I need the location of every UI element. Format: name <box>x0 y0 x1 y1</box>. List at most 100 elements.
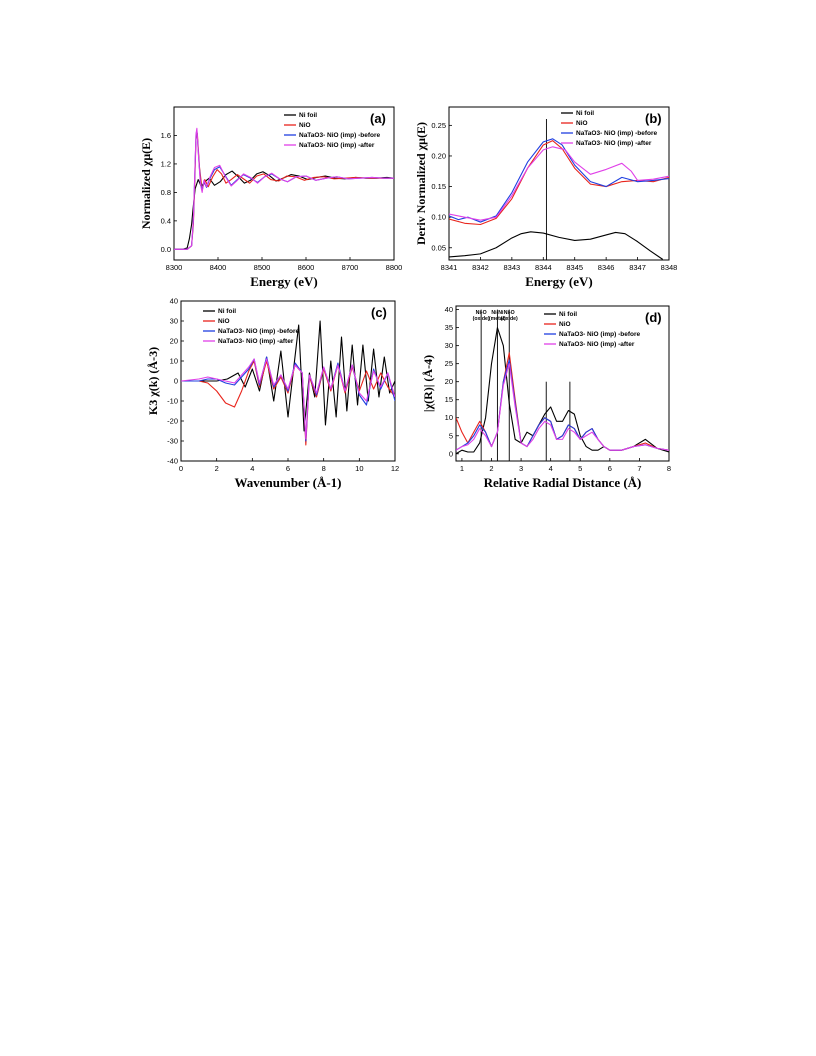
legend-entry: NaTaO3- NiO (imp) -after <box>559 341 635 348</box>
legend-entry: NaTaO3- NiO (imp) -before <box>559 331 641 338</box>
y-tick-label: 0.05 <box>431 243 446 252</box>
x-tick-label: 2 <box>215 464 219 473</box>
legend-entry: NaTaO3- NiO (imp) -before <box>576 130 658 137</box>
series-line-4 <box>181 358 395 440</box>
x-tick-label: 2 <box>489 464 493 473</box>
y-tick-label: 30 <box>170 317 178 326</box>
legend-entry: NaTaO3- NiO (imp) -after <box>576 140 652 147</box>
x-tick-label: 8346 <box>598 263 615 272</box>
bond-annotation-line: (oxide) <box>473 316 490 322</box>
y-tick-label: 30 <box>445 341 453 350</box>
x-tick-label: 8800 <box>386 263 403 272</box>
x-tick-label: 8300 <box>166 263 183 272</box>
panel-label: (a) <box>370 111 386 126</box>
y-tick-label: 10 <box>445 413 453 422</box>
legend-entry: NaTaO3- NiO (imp) -before <box>218 328 300 335</box>
x-tick-label: 1 <box>460 464 464 473</box>
legend-entry: NiO <box>559 321 571 328</box>
panel-b-derivative: 8341 8342 8343 8344 8345 8346 8347 8348 0.05 0.10… <box>414 106 678 289</box>
panel-label: (b) <box>645 111 662 126</box>
panel-a-energy-xanes: 8300 8400 8500 8600 8700 8800 0.0 0.4 0.8 1.2 1.6 N… <box>139 106 403 289</box>
y-tick-label: 0.10 <box>431 213 446 222</box>
x-tick-label: 8345 <box>566 263 583 272</box>
x-axis-label: Wavenumber (Å-1) <box>234 475 341 490</box>
series-line-2 <box>181 360 395 446</box>
series-line-3 <box>456 359 669 451</box>
legend-entry: NiO <box>299 122 311 129</box>
y-axis-label: Normalized χμ(E) <box>139 138 153 229</box>
legend-entry: NaTaO3- NiO (imp) -before <box>299 132 381 139</box>
x-tick-label: 8347 <box>629 263 646 272</box>
x-tick-label: 6 <box>286 464 290 473</box>
y-tick-label: -30 <box>167 437 178 446</box>
y-tick-label: 35 <box>445 323 453 332</box>
series-line-3 <box>449 138 669 223</box>
y-tick-label: 15 <box>445 395 453 404</box>
y-tick-label: 0.0 <box>161 245 171 254</box>
legend-entry: NaTaO3- NiO (imp) -after <box>299 142 375 149</box>
legend-entry: NiO <box>576 120 588 127</box>
y-tick-label: -40 <box>167 457 178 466</box>
x-tick-label: 4 <box>250 464 254 473</box>
y-tick-label: 20 <box>445 377 453 386</box>
x-tick-label: 3 <box>519 464 523 473</box>
y-tick-label: 0 <box>174 377 178 386</box>
x-tick-label: 8600 <box>298 263 315 272</box>
bond-annotation-line: (metal) <box>489 316 506 322</box>
bond-annotation-line: Ni-O <box>504 310 515 316</box>
x-tick-label: 0 <box>179 464 183 473</box>
y-axis-label: Deriv Normalized χμ(E) <box>414 122 428 245</box>
bond-annotation: Ni-O (oxide) <box>473 310 490 322</box>
series-line-2 <box>174 132 394 250</box>
bond-annotation-line: (oxide) <box>501 316 518 322</box>
x-tick-label: 8700 <box>342 263 359 272</box>
y-tick-label: 0 <box>449 449 453 458</box>
y-tick-label: 0.20 <box>431 151 446 160</box>
series-line-3 <box>181 356 395 442</box>
bond-annotation: Ni-Ni (metal) <box>489 310 506 322</box>
x-tick-label: 8343 <box>504 263 521 272</box>
x-axis-label: Energy (eV) <box>525 274 593 289</box>
x-tick-label: 6 <box>608 464 612 473</box>
legend-entry: Ni foil <box>299 112 317 119</box>
legend-entry: NaTaO3- NiO (imp) -after <box>218 338 294 345</box>
x-tick-label: 8341 <box>441 263 458 272</box>
series-line-4 <box>449 146 669 221</box>
x-axis-label: Relative Radial Distance (Å) <box>484 475 642 490</box>
y-tick-label: 0.25 <box>431 121 446 130</box>
bond-annotation: Ni-O (oxide) <box>501 310 518 322</box>
panel-label: (c) <box>371 305 387 320</box>
x-axis-label: Energy (eV) <box>250 274 318 289</box>
x-tick-label: 8344 <box>535 263 552 272</box>
legend-entry: Ni foil <box>218 308 236 315</box>
bond-annotation-line: Ni-Ni <box>491 310 504 316</box>
x-tick-label: 8 <box>322 464 326 473</box>
y-tick-label: 1.2 <box>161 159 171 168</box>
y-tick-label: 40 <box>170 297 178 306</box>
y-tick-label: 40 <box>445 305 453 314</box>
x-tick-label: 8348 <box>661 263 678 272</box>
series-line-1 <box>174 170 394 250</box>
legend-entry: NiO <box>218 318 230 325</box>
y-tick-label: 0.4 <box>161 216 171 225</box>
series-line-1 <box>449 231 664 260</box>
y-tick-label: 0.8 <box>161 188 171 197</box>
y-tick-label: 25 <box>445 359 453 368</box>
x-tick-label: 10 <box>355 464 363 473</box>
legend-entry: Ni foil <box>559 311 577 318</box>
bond-annotation-line: Ni-O <box>476 310 487 316</box>
series-line-4 <box>456 363 669 451</box>
x-tick-label: 5 <box>578 464 582 473</box>
y-tick-label: 1.6 <box>161 131 171 140</box>
y-tick-label: 5 <box>449 431 453 440</box>
series-line-4 <box>174 127 394 250</box>
y-axis-label: K3 χ(k) (Å-3) <box>146 347 160 415</box>
y-axis-label: |χ(R)| (Å-4) <box>421 355 435 412</box>
x-tick-label: 12 <box>391 464 399 473</box>
series-line-2 <box>449 140 669 226</box>
x-tick-label: 4 <box>549 464 553 473</box>
panel-c-k-space: 0 2 4 6 8 10 12 -40 -30 -20 -10 0 10 20 30 40 Ni foil NiO… <box>146 297 399 491</box>
x-tick-label: 8500 <box>254 263 271 272</box>
